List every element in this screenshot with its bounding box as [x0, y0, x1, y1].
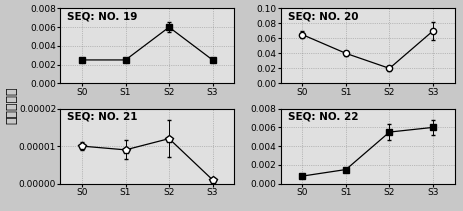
Text: SEQ: NO. 21: SEQ: NO. 21 — [67, 112, 138, 122]
Text: SEQ: NO. 19: SEQ: NO. 19 — [67, 11, 138, 22]
Text: SEQ: NO. 20: SEQ: NO. 20 — [287, 11, 357, 22]
Text: SEQ: NO. 22: SEQ: NO. 22 — [287, 112, 357, 122]
Text: 基因表达量: 基因表达量 — [5, 87, 18, 124]
